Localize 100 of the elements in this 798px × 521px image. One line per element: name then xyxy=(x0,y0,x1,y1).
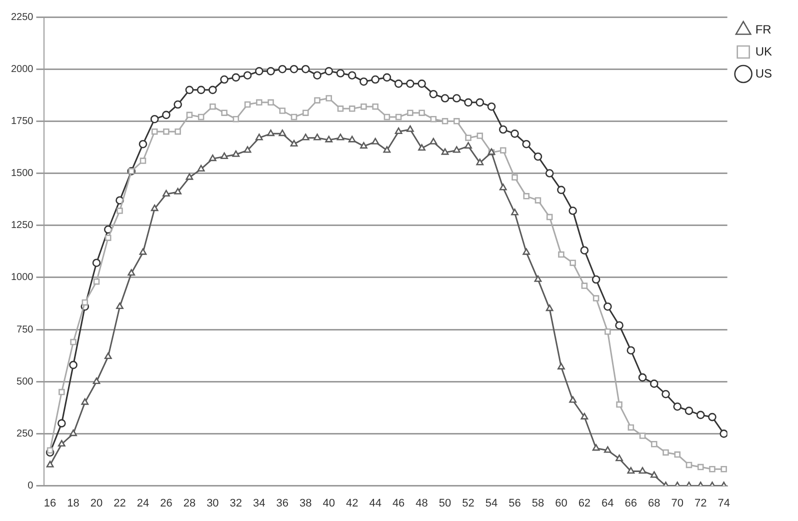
point xyxy=(140,158,146,164)
x-tick-label: 26 xyxy=(160,497,172,510)
point xyxy=(581,282,588,289)
point xyxy=(615,321,624,330)
point xyxy=(534,197,542,204)
x-tick-label: 20 xyxy=(90,497,103,510)
point xyxy=(174,188,182,194)
point xyxy=(650,380,658,388)
point xyxy=(255,67,264,76)
point xyxy=(510,130,519,138)
point xyxy=(104,352,112,360)
point xyxy=(278,130,286,136)
x-tick-label: 18 xyxy=(67,497,80,510)
point xyxy=(627,467,635,474)
x-tick-label: 32 xyxy=(230,497,242,510)
x-tick-label: 72 xyxy=(694,497,707,510)
x-tick-label: 54 xyxy=(485,497,498,510)
point xyxy=(326,95,332,102)
point xyxy=(151,128,158,135)
point xyxy=(406,80,414,88)
point xyxy=(452,94,461,102)
point xyxy=(441,148,449,155)
x-tick-label: 46 xyxy=(392,497,405,510)
x-tick-label: 62 xyxy=(578,497,591,510)
point xyxy=(580,412,588,420)
point xyxy=(720,430,728,438)
point xyxy=(196,86,206,94)
point xyxy=(325,136,333,142)
point xyxy=(266,67,275,76)
x-tick-label: 48 xyxy=(416,497,428,510)
x-tick-label: 60 xyxy=(555,497,568,510)
point xyxy=(372,138,380,144)
point xyxy=(418,110,425,116)
point xyxy=(440,94,450,102)
point xyxy=(534,152,542,161)
point xyxy=(498,125,508,134)
point xyxy=(336,69,345,78)
point xyxy=(569,396,577,403)
point xyxy=(348,106,356,112)
point xyxy=(302,134,310,140)
point xyxy=(696,410,705,420)
point xyxy=(616,401,622,408)
point xyxy=(394,80,403,88)
point xyxy=(592,444,600,451)
x-tick-label: 34 xyxy=(253,497,266,510)
point xyxy=(128,269,136,276)
x-tick-label: 30 xyxy=(206,497,219,510)
x-tick-label: 44 xyxy=(369,497,382,510)
point xyxy=(476,132,484,139)
point xyxy=(452,146,460,153)
point xyxy=(674,451,680,458)
point xyxy=(382,73,392,82)
point xyxy=(686,462,692,468)
point xyxy=(301,64,310,74)
point xyxy=(105,234,112,241)
point xyxy=(150,114,159,124)
point xyxy=(314,97,320,104)
point xyxy=(255,134,263,140)
point xyxy=(626,346,636,355)
point xyxy=(639,432,646,439)
point xyxy=(628,424,634,431)
x-tick-label: 24 xyxy=(136,497,150,510)
x-tick-label: 64 xyxy=(602,497,614,510)
y-tick-label: 1750 xyxy=(10,116,34,127)
x-tick-label: 66 xyxy=(624,497,638,510)
point xyxy=(70,430,77,436)
x-tick-label: 16 xyxy=(44,497,56,510)
point xyxy=(163,128,170,135)
point xyxy=(81,398,89,405)
point xyxy=(604,302,612,311)
point xyxy=(546,214,553,220)
point xyxy=(210,103,216,110)
point xyxy=(278,64,287,74)
point xyxy=(314,134,321,140)
point xyxy=(429,90,438,98)
point xyxy=(418,80,426,88)
point xyxy=(371,75,380,84)
y-tick-label: 1250 xyxy=(10,220,34,232)
point xyxy=(279,108,286,114)
point xyxy=(290,114,298,120)
point xyxy=(651,441,658,448)
point xyxy=(244,101,251,108)
x-tick-label: 70 xyxy=(671,497,684,510)
point xyxy=(604,328,611,335)
point xyxy=(568,206,577,215)
point xyxy=(162,190,170,196)
legend-label: US xyxy=(755,66,772,80)
y-tick-label: 750 xyxy=(16,324,34,336)
y-tick-label: 2000 xyxy=(10,64,34,75)
point xyxy=(197,164,205,172)
y-tick-label: 500 xyxy=(16,376,34,388)
point xyxy=(58,440,66,447)
y-tick-label: 1000 xyxy=(10,272,34,284)
point xyxy=(313,71,322,80)
point xyxy=(442,118,448,124)
x-tick-label: 40 xyxy=(322,497,335,510)
point xyxy=(150,204,158,212)
point xyxy=(116,302,124,310)
point xyxy=(465,134,472,141)
point xyxy=(604,446,612,453)
